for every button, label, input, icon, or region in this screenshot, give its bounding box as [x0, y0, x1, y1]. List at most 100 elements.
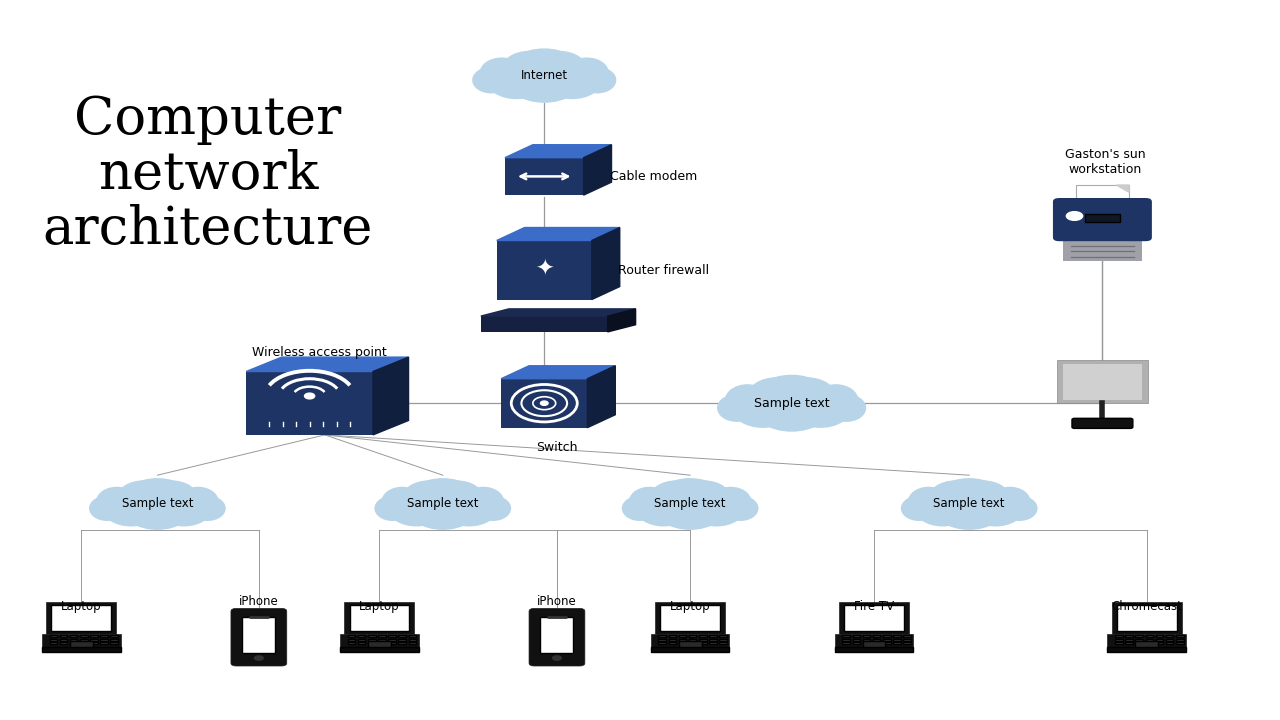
- Ellipse shape: [504, 48, 585, 103]
- FancyBboxPatch shape: [873, 642, 881, 644]
- FancyBboxPatch shape: [852, 639, 860, 641]
- FancyBboxPatch shape: [658, 639, 666, 641]
- Ellipse shape: [956, 480, 1010, 515]
- FancyBboxPatch shape: [719, 635, 727, 637]
- Circle shape: [253, 655, 264, 661]
- FancyBboxPatch shape: [893, 635, 901, 637]
- Ellipse shape: [116, 480, 170, 515]
- FancyBboxPatch shape: [1176, 642, 1184, 644]
- FancyBboxPatch shape: [1064, 238, 1142, 261]
- FancyBboxPatch shape: [883, 635, 891, 637]
- Ellipse shape: [966, 487, 1025, 526]
- FancyBboxPatch shape: [110, 639, 118, 641]
- FancyBboxPatch shape: [1156, 635, 1164, 637]
- Ellipse shape: [189, 495, 225, 521]
- Text: iPhone: iPhone: [239, 595, 279, 608]
- Ellipse shape: [404, 478, 481, 530]
- FancyBboxPatch shape: [42, 647, 120, 652]
- FancyBboxPatch shape: [348, 635, 356, 637]
- FancyBboxPatch shape: [79, 635, 87, 637]
- Ellipse shape: [90, 495, 125, 521]
- FancyBboxPatch shape: [367, 641, 390, 647]
- Ellipse shape: [541, 58, 603, 99]
- Polygon shape: [584, 145, 612, 195]
- Text: Router firewall: Router firewall: [618, 264, 709, 276]
- FancyBboxPatch shape: [699, 635, 707, 637]
- FancyBboxPatch shape: [100, 635, 108, 637]
- FancyBboxPatch shape: [842, 642, 850, 644]
- Ellipse shape: [145, 480, 198, 515]
- FancyBboxPatch shape: [863, 635, 870, 637]
- FancyBboxPatch shape: [398, 642, 406, 644]
- Ellipse shape: [101, 487, 160, 526]
- Polygon shape: [608, 309, 636, 332]
- FancyBboxPatch shape: [367, 639, 375, 641]
- FancyBboxPatch shape: [655, 602, 724, 634]
- FancyBboxPatch shape: [502, 379, 588, 428]
- Ellipse shape: [914, 487, 972, 526]
- Ellipse shape: [677, 480, 731, 515]
- FancyBboxPatch shape: [852, 635, 860, 637]
- FancyBboxPatch shape: [1166, 639, 1174, 641]
- FancyBboxPatch shape: [1115, 635, 1123, 637]
- FancyBboxPatch shape: [497, 240, 591, 300]
- FancyBboxPatch shape: [358, 635, 365, 637]
- FancyBboxPatch shape: [840, 602, 909, 634]
- Ellipse shape: [722, 495, 759, 521]
- FancyBboxPatch shape: [658, 642, 666, 644]
- FancyBboxPatch shape: [70, 639, 78, 641]
- FancyBboxPatch shape: [388, 642, 396, 644]
- FancyBboxPatch shape: [60, 642, 68, 644]
- FancyBboxPatch shape: [668, 642, 676, 644]
- FancyBboxPatch shape: [678, 635, 686, 637]
- FancyBboxPatch shape: [709, 642, 717, 644]
- FancyBboxPatch shape: [378, 642, 385, 644]
- FancyBboxPatch shape: [50, 639, 58, 641]
- Text: Cable modem: Cable modem: [611, 170, 698, 183]
- Ellipse shape: [628, 487, 671, 517]
- Ellipse shape: [750, 374, 833, 432]
- Ellipse shape: [908, 487, 950, 517]
- Text: Laptop: Laptop: [669, 600, 710, 613]
- FancyBboxPatch shape: [709, 639, 717, 641]
- FancyBboxPatch shape: [1135, 635, 1143, 637]
- Text: Chromecast: Chromecast: [1111, 600, 1183, 613]
- Text: Computer
network
architecture: Computer network architecture: [42, 94, 374, 255]
- FancyBboxPatch shape: [100, 639, 108, 641]
- FancyBboxPatch shape: [100, 642, 108, 644]
- Ellipse shape: [502, 51, 558, 87]
- Circle shape: [305, 393, 315, 399]
- Polygon shape: [502, 366, 616, 379]
- FancyBboxPatch shape: [348, 642, 356, 644]
- FancyBboxPatch shape: [699, 639, 707, 641]
- FancyBboxPatch shape: [1071, 418, 1133, 428]
- FancyBboxPatch shape: [1156, 639, 1164, 641]
- FancyBboxPatch shape: [1135, 641, 1158, 647]
- Ellipse shape: [480, 58, 524, 89]
- FancyBboxPatch shape: [358, 642, 365, 644]
- FancyBboxPatch shape: [883, 642, 891, 644]
- FancyBboxPatch shape: [1176, 635, 1184, 637]
- FancyBboxPatch shape: [70, 635, 78, 637]
- Text: Switch: Switch: [536, 441, 577, 454]
- Ellipse shape: [564, 58, 609, 89]
- Ellipse shape: [1001, 495, 1038, 521]
- FancyBboxPatch shape: [1146, 639, 1153, 641]
- FancyBboxPatch shape: [344, 602, 415, 634]
- Ellipse shape: [177, 487, 219, 517]
- FancyBboxPatch shape: [1146, 642, 1153, 644]
- FancyBboxPatch shape: [246, 372, 372, 435]
- Ellipse shape: [901, 495, 937, 521]
- FancyBboxPatch shape: [699, 642, 707, 644]
- FancyBboxPatch shape: [835, 647, 914, 652]
- FancyBboxPatch shape: [70, 641, 92, 647]
- FancyBboxPatch shape: [852, 642, 860, 644]
- FancyBboxPatch shape: [1115, 642, 1123, 644]
- FancyBboxPatch shape: [398, 639, 406, 641]
- Polygon shape: [591, 228, 620, 300]
- FancyBboxPatch shape: [358, 639, 365, 641]
- FancyBboxPatch shape: [1135, 642, 1143, 644]
- FancyBboxPatch shape: [79, 639, 87, 641]
- Ellipse shape: [717, 394, 756, 422]
- Text: Gaston's sun
workstation: Gaston's sun workstation: [1065, 148, 1146, 176]
